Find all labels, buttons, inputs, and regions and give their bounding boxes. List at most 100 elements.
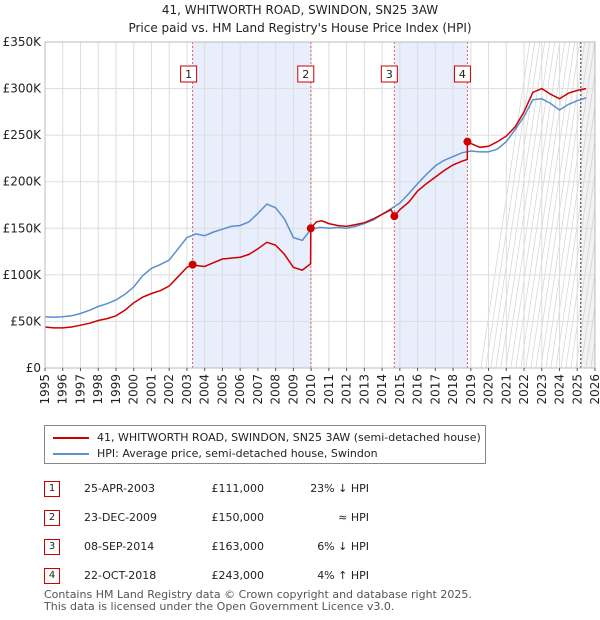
shade-layer	[45, 42, 600, 368]
sale-date: 23-DEC-2009	[84, 511, 158, 524]
legend-property-label: 41, WHITWORTH ROAD, SWINDON, SN25 3AW (s…	[97, 431, 481, 444]
legend-hpi-swatch	[53, 453, 89, 455]
sale-label-text: 3	[386, 68, 393, 81]
sale-price: £150,000	[211, 511, 265, 524]
sale-badge: 1	[44, 480, 60, 497]
x-tick-label: 2007	[251, 374, 265, 405]
future-hatch	[545, 42, 595, 368]
sale-date: 22-OCT-2018	[84, 569, 157, 582]
x-tick-label: 1998	[91, 374, 105, 405]
y-tick-label: £50K	[10, 314, 42, 328]
x-tick-label: 1996	[56, 374, 70, 405]
x-tick-label: 2025	[570, 374, 584, 405]
sale-price: £111,000	[211, 482, 265, 495]
sale-price: £243,000	[211, 569, 265, 582]
legend: 41, WHITWORTH ROAD, SWINDON, SN25 3AW (s…	[44, 425, 486, 464]
sale-hpi: 4% ↑ HPI	[317, 569, 369, 582]
price-chart: 1 2 3 4 £0 £50K £100K £150K £200K £250K £300K £350…	[3, 35, 600, 405]
sale-price: £163,000	[211, 540, 265, 553]
sale-label-text: 4	[459, 68, 466, 81]
x-tick-label: 2026	[588, 374, 600, 405]
future-hatch	[555, 104, 595, 368]
property-series-line	[44, 87, 587, 329]
future-hatch	[560, 138, 595, 368]
table-row: 2 23-DEC-2009 £150,000 ≈ HPI	[44, 503, 369, 532]
future-hatch	[485, 42, 536, 368]
future-hatch	[550, 71, 595, 368]
sale-label-frame	[453, 65, 471, 83]
x-tick-label: 2002	[162, 374, 176, 405]
sale-badge: 4	[44, 567, 60, 584]
x-tick-label: 2008	[269, 374, 283, 405]
sale-label-box: 2	[297, 65, 315, 83]
sale-date: 08-SEP-2014	[84, 540, 155, 553]
sale-hpi: 6% ↓ HPI	[317, 540, 369, 553]
x-tick-label: 2011	[322, 374, 336, 405]
sale-label-box: 4	[453, 65, 471, 83]
x-tick-label: 2023	[535, 374, 549, 405]
y-tick-label: £100K	[3, 268, 43, 282]
table-row: 3 08-SEP-2014 £163,000 6% ↓ HPI	[44, 532, 369, 561]
table-row: 1 25-APR-2003 £111,000 23% ↓ HPI	[44, 474, 369, 503]
sale-label-text: 2	[302, 68, 309, 81]
legend-item-property: 41, WHITWORTH ROAD, SWINDON, SN25 3AW (s…	[53, 431, 481, 445]
ownership-shade	[192, 42, 311, 368]
plot-frame	[44, 41, 596, 369]
x-tick-label: 2004	[198, 374, 212, 405]
future-hatch	[570, 204, 595, 368]
x-tick-label: 2022	[517, 374, 531, 405]
sale-point	[306, 224, 315, 233]
y-tick-label: £0	[26, 361, 41, 375]
x-tick-label: 2020	[482, 374, 496, 405]
x-tick-label: 2009	[286, 374, 300, 405]
x-tick-label: 2012	[340, 374, 354, 405]
footer-licence: This data is licensed under the Open Gov…	[44, 600, 395, 613]
sale-label-box: 1	[180, 65, 198, 83]
future-hatch	[540, 42, 591, 368]
x-tick-label: 1999	[109, 374, 123, 405]
x-tick-label: 2016	[411, 374, 425, 405]
future-hatch	[495, 42, 546, 368]
y-tick-label: £150K	[3, 221, 43, 235]
sale-point	[188, 260, 197, 269]
sale-hpi: 23% ↓ HPI	[310, 482, 369, 495]
future-hatch	[585, 304, 595, 368]
x-tick-label: 2013	[357, 374, 371, 405]
footer: Contains HM Land Registry data © Crown c…	[44, 589, 472, 613]
sale-point	[463, 137, 472, 146]
y-tick-label: £300K	[3, 82, 43, 96]
sale-point	[390, 212, 399, 221]
chart-title: 41, WHITWORTH ROAD, SWINDON, SN25 3AW	[161, 3, 439, 17]
x-tick-label: 1997	[73, 374, 87, 405]
plot-background	[45, 42, 595, 368]
marker-layer: 1 2 3 4	[180, 65, 472, 269]
y-tick-label: £350K	[3, 35, 43, 49]
x-tick-label: 2014	[375, 374, 389, 405]
future-hatch	[525, 42, 576, 368]
future-hatch	[535, 42, 586, 368]
future-hatch	[580, 271, 595, 368]
legend-property-swatch	[53, 437, 89, 439]
x-tick-label: 2021	[499, 374, 513, 405]
x-tick-label: 1995	[38, 374, 52, 405]
legend-item-hpi: HPI: Average price, semi-detached house,…	[53, 447, 378, 461]
x-tick-label: 2003	[180, 374, 194, 405]
sale-label-box: 3	[380, 65, 398, 83]
footer-copyright: Contains HM Land Registry data © Crown c…	[44, 588, 472, 601]
sales-table: 1 25-APR-2003 £111,000 23% ↓ HPI 2 23-DE…	[44, 474, 369, 590]
table-row: 4 22-OCT-2018 £243,000 4% ↑ HPI	[44, 561, 369, 590]
future-hatch	[520, 42, 571, 368]
x-tick-label: 2006	[233, 374, 247, 405]
legend-hpi-label: HPI: Average price, semi-detached house,…	[97, 447, 378, 460]
x-tick-label: 2010	[304, 374, 318, 405]
sale-badge: 3	[44, 538, 60, 555]
sale-label-text: 1	[185, 68, 192, 81]
future-hatch	[596, 42, 600, 368]
x-tick-label: 2005	[215, 374, 229, 405]
chart-subtitle: Price paid vs. HM Land Registry's House …	[128, 21, 472, 35]
future-region	[580, 42, 595, 368]
sale-label-frame	[380, 65, 398, 83]
x-tick-label: 2018	[446, 374, 460, 405]
sale-hpi: ≈ HPI	[338, 511, 369, 524]
sale-badge: 2	[44, 509, 60, 526]
